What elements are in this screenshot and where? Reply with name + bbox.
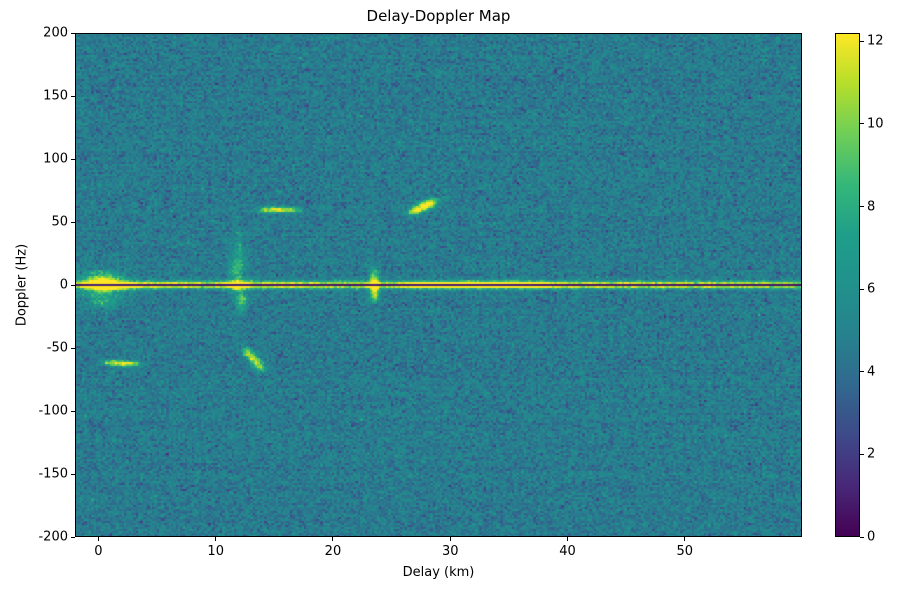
colorbar-tick-mark <box>860 206 864 207</box>
colorbar-tick-mark <box>860 536 864 538</box>
y-tick-mark <box>71 32 75 34</box>
y-tick-label: -150 <box>38 466 68 482</box>
heatmap-plot-area <box>75 33 802 537</box>
x-tick-label: 0 <box>94 544 103 559</box>
colorbar-tick-mark <box>860 453 864 455</box>
y-tick-mark <box>71 410 75 412</box>
y-tick-mark <box>71 536 75 538</box>
y-tick-label: -200 <box>38 529 68 545</box>
x-tick-mark <box>449 537 451 541</box>
x-tick-mark <box>566 537 568 541</box>
y-tick-mark <box>71 221 75 223</box>
x-axis-label: Delay (km) <box>402 565 475 580</box>
x-tick-label: 20 <box>324 544 342 559</box>
colorbar-tick-mark <box>860 123 864 125</box>
colorbar-tick-label: 6 <box>867 281 876 297</box>
colorbar-tick-label: 0 <box>867 529 876 545</box>
chart-title: Delay-Doppler Map <box>366 7 511 25</box>
x-tick-mark <box>215 537 217 541</box>
y-tick-label: -50 <box>46 340 68 356</box>
y-tick-mark <box>71 473 75 475</box>
colorbar <box>835 33 860 537</box>
x-tick-label: 40 <box>559 544 576 559</box>
y-tick-label: -100 <box>38 403 68 419</box>
x-tick-mark <box>97 537 99 541</box>
y-tick-label: 50 <box>51 214 68 230</box>
colorbar-tick-mark <box>860 40 864 42</box>
x-tick-label: 50 <box>676 544 694 559</box>
colorbar-tick-label: 2 <box>867 446 876 462</box>
colorbar-tick-label: 10 <box>867 116 884 132</box>
x-tick-mark <box>684 537 686 541</box>
x-tick-label: 30 <box>441 544 459 559</box>
y-tick-mark <box>71 158 75 160</box>
colorbar-tick-mark <box>860 371 864 373</box>
y-tick-mark <box>71 347 75 349</box>
y-tick-label: 150 <box>43 88 68 104</box>
y-tick-label: 200 <box>43 25 68 41</box>
x-tick-label: 10 <box>207 544 224 559</box>
y-tick-mark <box>71 284 75 286</box>
x-tick-mark <box>332 537 334 541</box>
heatmap-canvas <box>75 33 802 537</box>
colorbar-tick-label: 12 <box>867 33 884 49</box>
colorbar-tick-label: 4 <box>867 364 876 380</box>
y-tick-mark <box>71 95 75 97</box>
colorbar-tick-mark <box>860 288 864 290</box>
colorbar-tick-label: 8 <box>867 199 876 214</box>
y-tick-label: 0 <box>59 277 68 293</box>
y-tick-label: 100 <box>43 151 68 167</box>
